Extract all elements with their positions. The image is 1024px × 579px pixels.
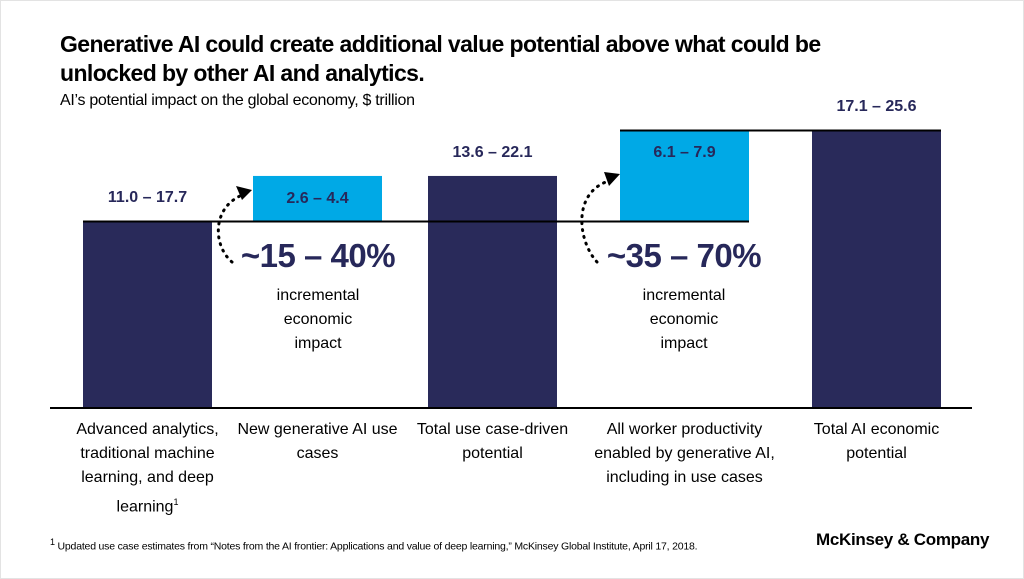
value-label-1: 11.0 – 17.7 — [107, 189, 188, 207]
chart-title: Generative AI could create additional va… — [60, 31, 821, 86]
bar-2 — [253, 175, 382, 222]
category-label-3: Total use case-driven potential — [398, 418, 588, 466]
category-text: Total use case-driven potential — [416, 421, 569, 462]
arrowhead-1 — [236, 186, 252, 200]
annotation-line: economic — [283, 311, 353, 328]
annotation-line: impact — [660, 335, 708, 352]
bar-4 — [620, 130, 749, 222]
footnote-mark: 1 — [50, 537, 55, 547]
incremental-text-1: incremental economic impact — [248, 284, 388, 356]
value-label-3: 13.6 – 22.1 — [452, 143, 533, 161]
annotation-line: impact — [294, 335, 342, 352]
category-text: New generative AI use cases — [237, 421, 398, 462]
category-label-4: All worker productivity enabled by gener… — [590, 418, 780, 490]
category-text: Total AI economic potential — [813, 421, 940, 462]
value-label-4: 6.1 – 7.9 — [653, 144, 716, 162]
incremental-pct-1: ~15 – 40% — [240, 237, 396, 274]
incremental-pct-2: ~35 – 70% — [606, 237, 762, 274]
category-text: Advanced analytics, traditional machine … — [76, 421, 219, 516]
dotted-arrow-1 — [216, 192, 247, 264]
annotation-line: economic — [649, 311, 719, 328]
value-label-5: 17.1 – 25.6 — [836, 98, 917, 116]
category-text: All worker productivity enabled by gener… — [594, 421, 775, 486]
bar-1 — [83, 221, 212, 408]
category-label-1: Advanced analytics, traditional machine … — [53, 418, 243, 519]
value-label-2: 2.6 – 4.4 — [286, 189, 349, 207]
arrowhead-2 — [604, 172, 620, 186]
annotation-line: incremental — [642, 287, 726, 304]
annotation-line: incremental — [276, 287, 360, 304]
dotted-arrow-2 — [580, 178, 614, 264]
footnote-ref: 1 — [173, 497, 179, 507]
mckinsey-logo: McKinsey & Company — [816, 530, 990, 549]
incremental-text-2: incremental economic impact — [614, 284, 754, 356]
category-label-2: New generative AI use cases — [223, 418, 413, 466]
category-label-5: Total AI economic potential — [782, 418, 972, 466]
chart-subtitle: AI’s potential impact on the global econ… — [60, 92, 415, 109]
bar-5 — [812, 130, 941, 408]
footnote-text: Updated use case estimates from “Notes f… — [57, 540, 698, 553]
bar-3 — [428, 175, 557, 408]
footnote: 1 Updated use case estimates from “Notes… — [50, 537, 698, 553]
